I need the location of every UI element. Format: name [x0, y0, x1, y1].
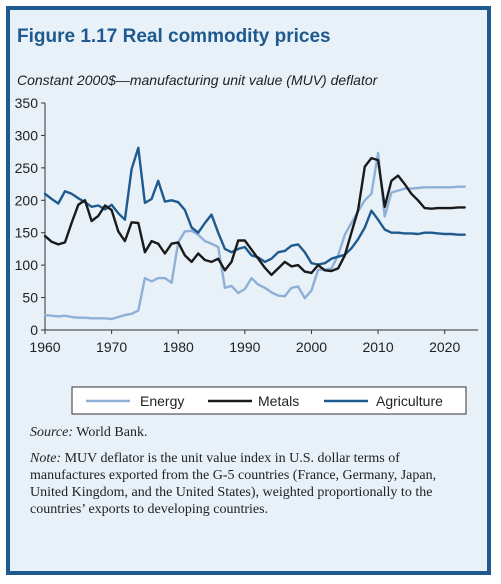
figure-subtitle: Constant 2000$—manufacturing unit value …	[17, 72, 378, 88]
note-line: Note: MUV deflator is the unit value ind…	[30, 450, 475, 518]
y-tick-label: 250	[15, 160, 39, 176]
x-tick-label: 1990	[229, 339, 260, 355]
y-tick-label: 50	[22, 290, 38, 306]
x-tick-label: 1970	[96, 339, 127, 355]
legend: Energy Metals Agriculture	[71, 386, 467, 415]
x-tick-label: 2010	[362, 339, 393, 355]
x-tick-label: 2000	[296, 339, 327, 355]
figure-title: Figure 1.17 Real commodity prices	[17, 26, 331, 47]
legend-label-energy: Energy	[140, 393, 184, 409]
note-label: Note:	[30, 451, 62, 466]
y-tick-label: 300	[15, 127, 39, 143]
x-axis: 1960 1970 1980 1990 2000 2010 2020	[29, 329, 478, 355]
source-text: World Bank.	[73, 425, 148, 440]
figure-notes: Source: World Bank. Note: MUV deflator i…	[30, 424, 475, 527]
x-tick-label: 1980	[163, 339, 194, 355]
line-chart: 0 50 100 150 200 250 300 350 1960 1970 1980 1990 20…	[15, 95, 478, 415]
x-tick-label: 1960	[29, 339, 60, 355]
series-line-metals	[43, 156, 466, 277]
note-text: MUV deflator is the unit value index in …	[30, 451, 437, 517]
x-tick-label: 2020	[429, 339, 460, 355]
source-line: Source: World Bank.	[30, 424, 475, 441]
y-axis: 0 50 100 150 200 250 300 350	[15, 95, 46, 338]
series-line-energy	[43, 151, 466, 321]
figure-frame	[6, 6, 491, 575]
y-tick-label: 200	[15, 192, 39, 208]
y-tick-label: 0	[30, 322, 38, 338]
legend-label-agriculture: Agriculture	[376, 393, 443, 409]
y-tick-label: 350	[15, 95, 39, 111]
y-tick-label: 150	[15, 225, 39, 241]
legend-box	[71, 386, 467, 415]
source-label: Source:	[30, 425, 74, 440]
legend-label-metals: Metals	[258, 393, 299, 409]
series-layer	[43, 146, 466, 321]
series-line-agriculture	[43, 146, 466, 266]
y-tick-label: 100	[15, 257, 39, 273]
